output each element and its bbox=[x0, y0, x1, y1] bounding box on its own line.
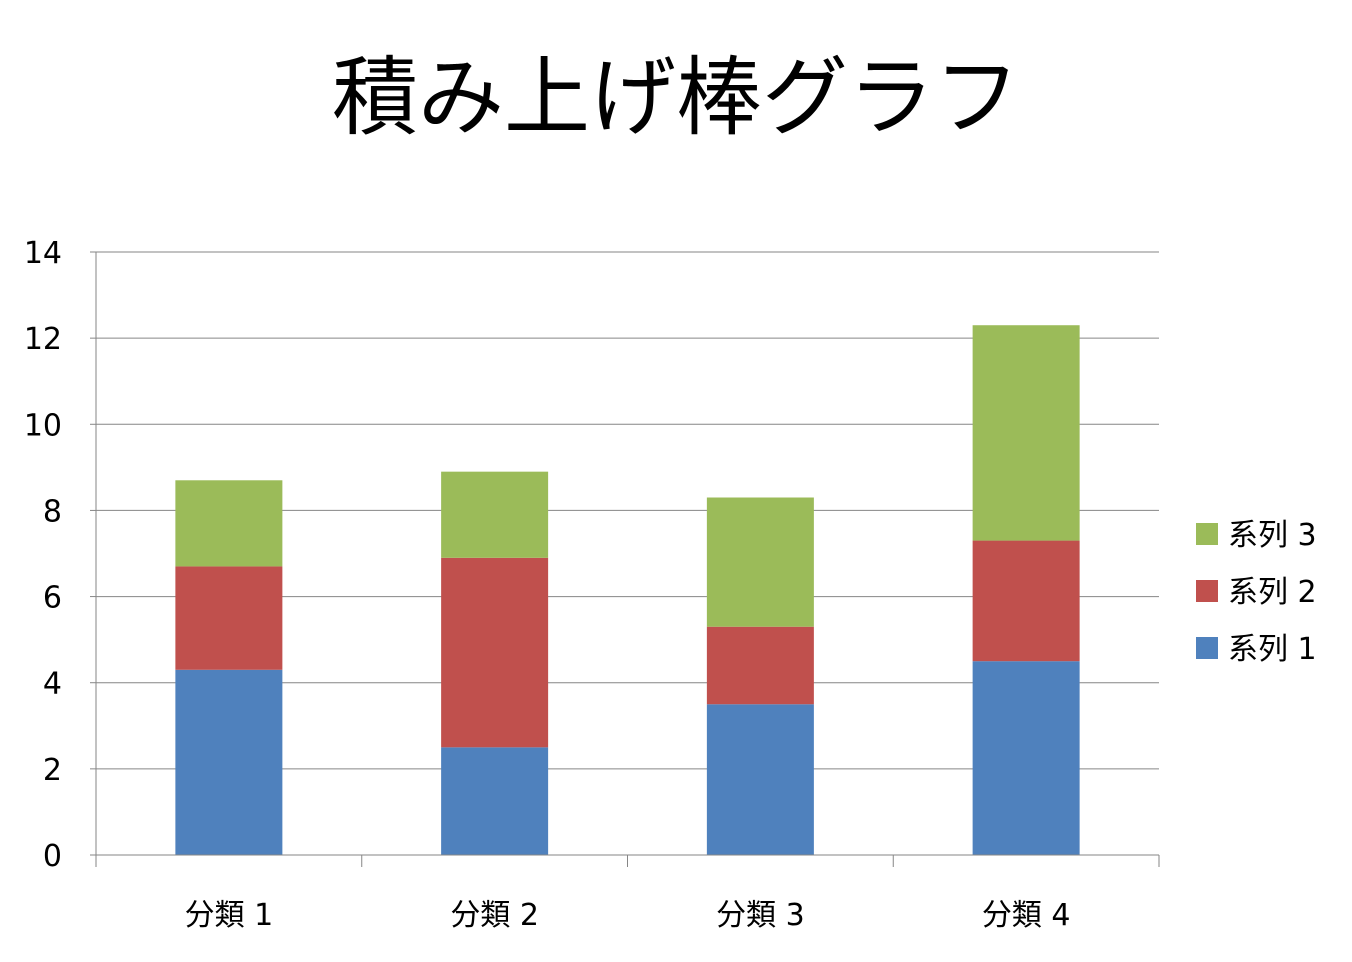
y-tick-label: 0 bbox=[43, 839, 62, 874]
legend-label: 系列 1 bbox=[1228, 632, 1317, 667]
legend-label: 系列 3 bbox=[1228, 518, 1317, 553]
bar-series2-cat4 bbox=[972, 540, 1080, 662]
bar-series3-cat4 bbox=[972, 325, 1080, 541]
y-tick-label: 14 bbox=[24, 236, 62, 271]
chart-title: 積み上げ棒グラフ bbox=[332, 48, 1020, 148]
bar-series1-cat1 bbox=[175, 669, 283, 855]
bar-series2-cat2 bbox=[441, 557, 549, 748]
x-tick-label: 分類 2 bbox=[450, 898, 539, 933]
y-tick-label: 6 bbox=[43, 581, 62, 616]
legend-swatch bbox=[1196, 580, 1218, 602]
x-tick-label: 分類 3 bbox=[716, 898, 805, 933]
x-tick-label: 分類 4 bbox=[982, 898, 1071, 933]
axes: 0 2 4 6 8 10 12 14 分類 1 分類 2 分類 3 分類 4 bbox=[24, 236, 1160, 933]
legend-swatch bbox=[1196, 637, 1218, 659]
y-tick-label: 12 bbox=[24, 322, 62, 357]
legend: 系列 3 系列 2 系列 1 bbox=[1196, 518, 1317, 667]
legend-swatch bbox=[1196, 523, 1218, 545]
x-tick-label: 分類 1 bbox=[185, 898, 274, 933]
y-tick-label: 4 bbox=[43, 667, 62, 702]
bar-series3-cat3 bbox=[706, 497, 814, 627]
bar-series3-cat1 bbox=[175, 480, 283, 567]
bar-series1-cat4 bbox=[972, 661, 1080, 855]
y-tick-label: 2 bbox=[43, 753, 62, 788]
bars bbox=[175, 325, 1080, 855]
y-tick-label: 8 bbox=[43, 494, 62, 529]
bar-series1-cat2 bbox=[441, 747, 549, 855]
bar-series2-cat3 bbox=[706, 626, 814, 705]
bar-series3-cat2 bbox=[441, 471, 549, 558]
bar-series1-cat3 bbox=[706, 704, 814, 855]
y-tick-label: 10 bbox=[24, 408, 62, 443]
legend-label: 系列 2 bbox=[1228, 575, 1317, 610]
bar-series2-cat1 bbox=[175, 566, 283, 670]
